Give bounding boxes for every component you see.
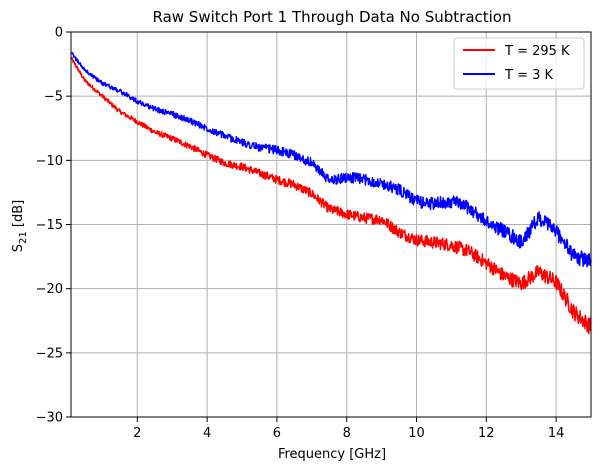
series-lines: [70, 52, 592, 335]
y-axis-label-main: S: [11, 244, 26, 252]
chart-title: Raw Switch Port 1 Through Data No Subtra…: [152, 8, 511, 26]
y-axis-label-subscript: 21: [18, 231, 29, 244]
y-axis-label-unit: [dB]: [11, 200, 26, 231]
x-tick-label: 4: [203, 426, 211, 441]
x-tick-label: 12: [478, 426, 495, 441]
x-tick-label: 6: [273, 426, 281, 441]
series-line-295k: [70, 57, 592, 335]
x-axis-ticks: 2 4 6 8 10 12 14: [133, 417, 564, 441]
y-tick-label: −30: [36, 411, 63, 426]
x-tick-label: 10: [408, 426, 425, 441]
y-tick-label: −5: [44, 90, 63, 105]
y-tick-label: −15: [36, 218, 63, 233]
x-tick-label: 14: [548, 426, 565, 441]
series-line-3k: [70, 52, 592, 268]
y-axis-label: S21 [dB]: [11, 200, 29, 252]
y-tick-label: −20: [36, 282, 63, 297]
legend-label-295k: T = 295 K: [504, 44, 570, 59]
legend: T = 295 K T = 3 K: [453, 37, 585, 90]
y-tick-label: −10: [36, 154, 63, 169]
legend-label-3k: T = 3 K: [504, 68, 554, 83]
y-axis-ticks: 0 −5 −10 −15 −20 −25 −30: [36, 26, 71, 426]
y-tick-label: −25: [36, 346, 63, 361]
x-tick-label: 8: [343, 426, 351, 441]
y-tick-label: 0: [55, 26, 63, 41]
x-tick-label: 2: [133, 426, 141, 441]
x-axis-label: Frequency [GHz]: [278, 447, 386, 462]
